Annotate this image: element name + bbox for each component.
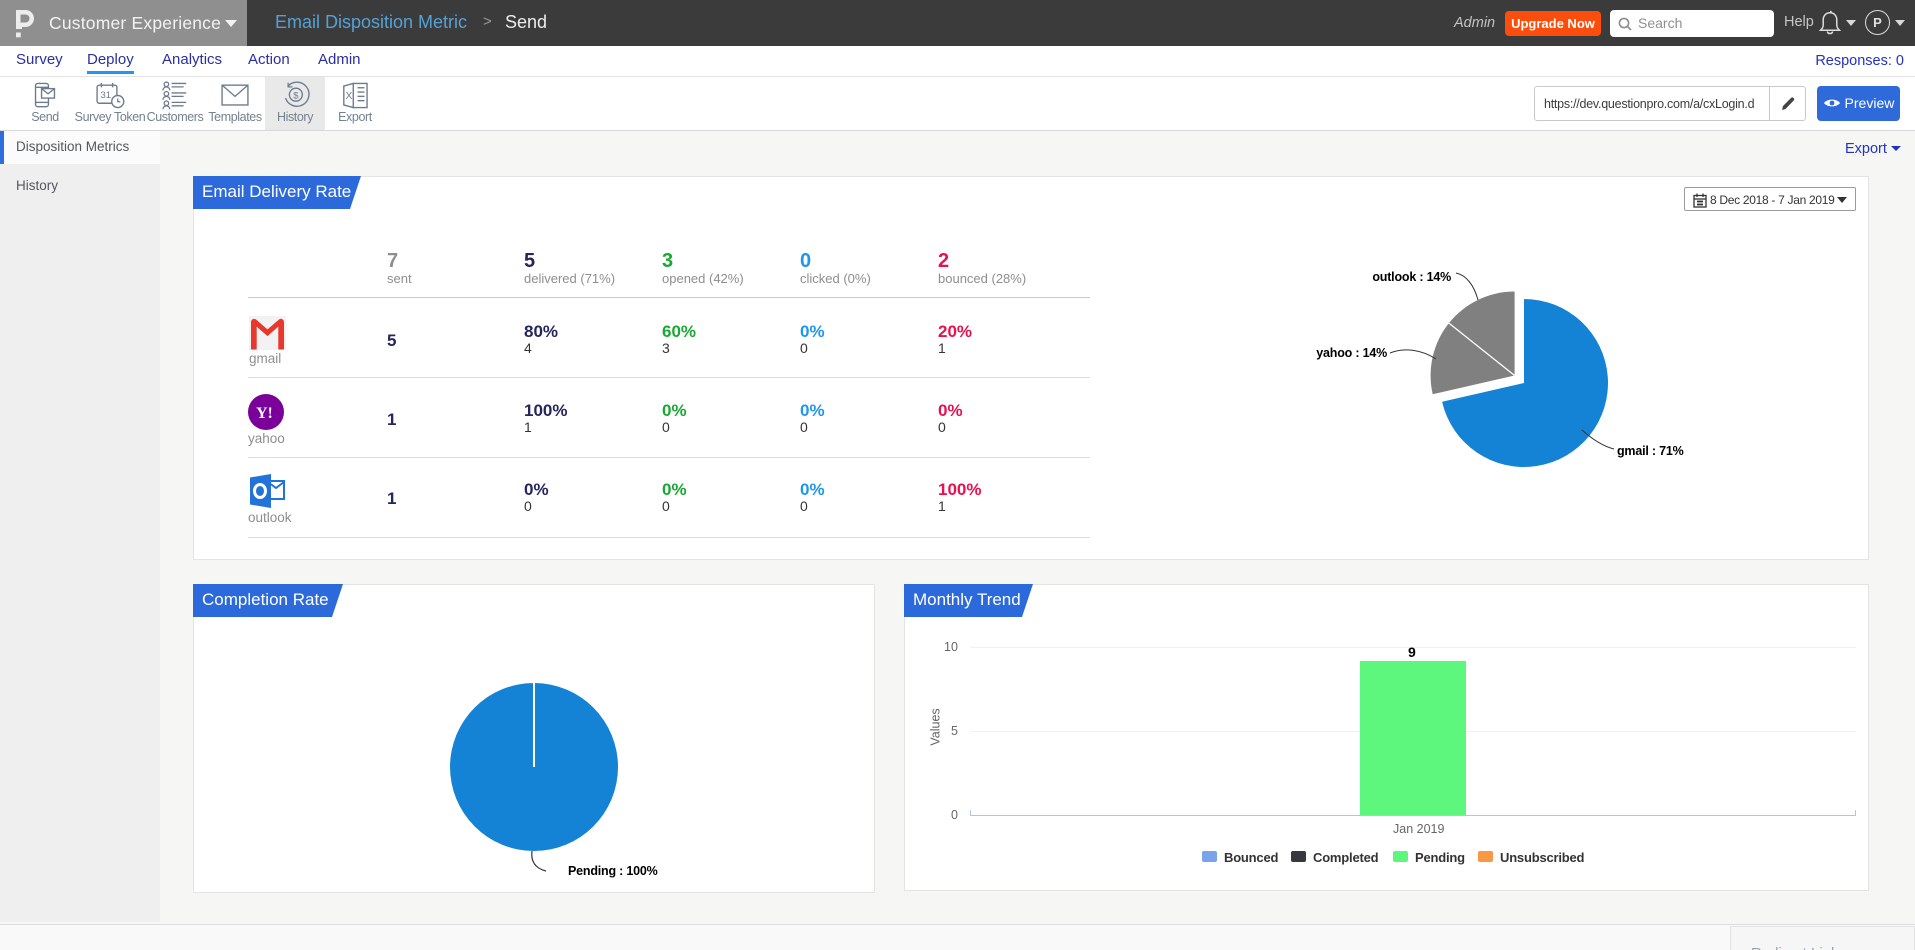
svg-text:31: 31 [101,90,112,101]
svg-text:Y!: Y! [256,405,273,422]
svg-text:X: X [346,91,353,102]
svg-text:$: $ [293,91,299,102]
